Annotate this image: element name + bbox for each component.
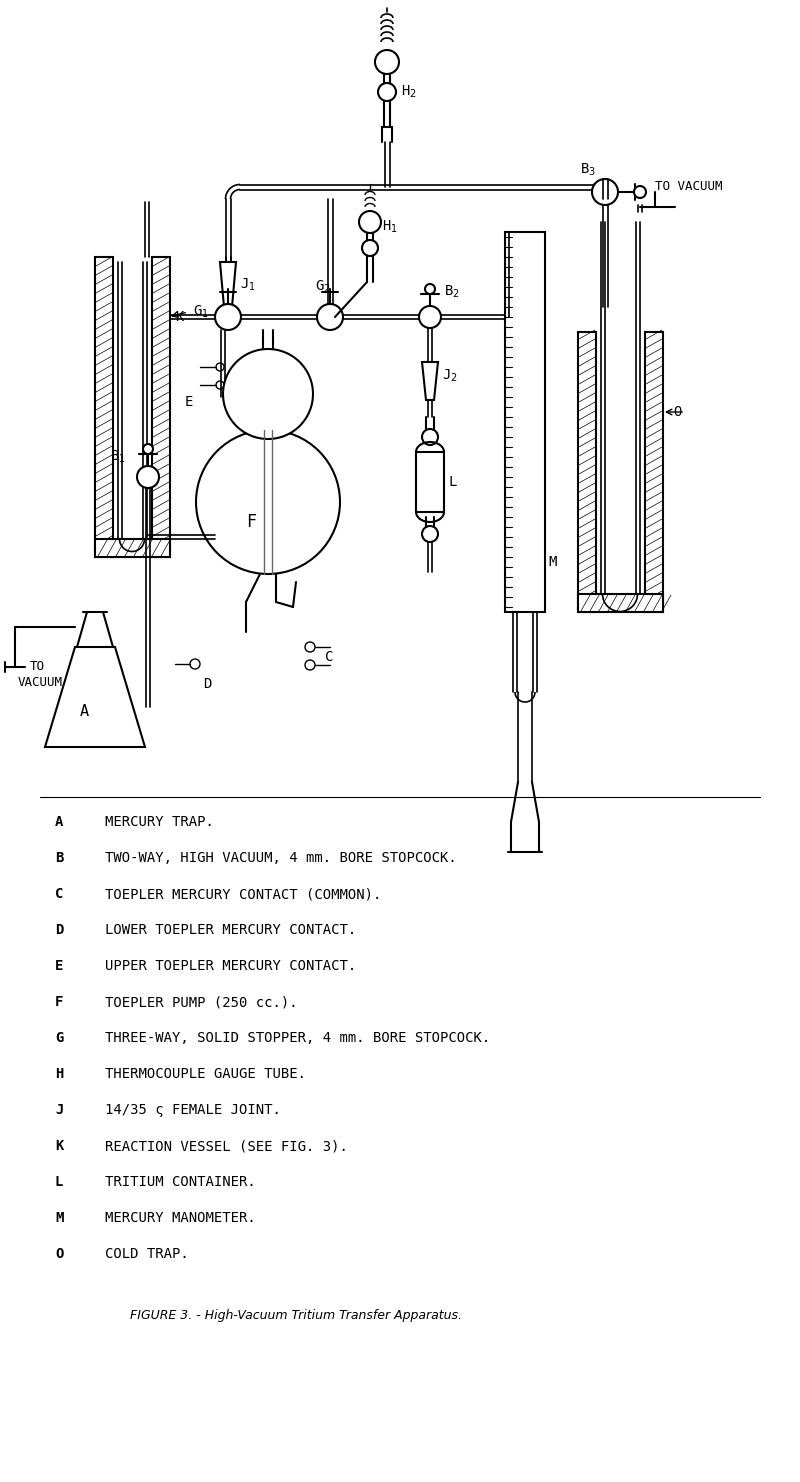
Polygon shape: [422, 362, 438, 400]
Text: L: L: [55, 1175, 63, 1189]
Circle shape: [425, 285, 435, 293]
Circle shape: [305, 642, 315, 652]
Text: L: L: [448, 476, 456, 489]
Bar: [578, 594, 663, 612]
Text: B: B: [55, 851, 63, 865]
Circle shape: [196, 430, 340, 574]
Circle shape: [137, 465, 159, 488]
Text: G$_2$: G$_2$: [315, 279, 330, 295]
Text: B$_1$: B$_1$: [110, 449, 126, 465]
Text: M: M: [548, 554, 556, 569]
Text: D: D: [55, 923, 63, 937]
Text: J$_2$: J$_2$: [442, 368, 458, 384]
Text: TOEPLER MERCURY CONTACT (COMMON).: TOEPLER MERCURY CONTACT (COMMON).: [105, 888, 382, 901]
Bar: [645, 332, 663, 612]
Text: G$_1$: G$_1$: [193, 304, 209, 320]
Text: H$_1$: H$_1$: [382, 219, 398, 236]
Bar: [416, 452, 444, 511]
Text: J$_1$: J$_1$: [240, 276, 256, 293]
Circle shape: [305, 659, 315, 670]
Text: K: K: [55, 1140, 63, 1153]
Circle shape: [592, 179, 618, 205]
Circle shape: [422, 428, 438, 445]
Text: H$_2$: H$_2$: [401, 84, 417, 101]
Bar: [152, 256, 170, 557]
Bar: [578, 332, 596, 612]
Circle shape: [216, 363, 224, 370]
Text: THERMOCOUPLE GAUGE TUBE.: THERMOCOUPLE GAUGE TUBE.: [105, 1067, 306, 1080]
Circle shape: [215, 304, 241, 330]
Text: THREE-WAY, SOLID STOPPER, 4 mm. BORE STOPCOCK.: THREE-WAY, SOLID STOPPER, 4 mm. BORE STO…: [105, 1031, 490, 1045]
Circle shape: [362, 240, 378, 256]
Text: REACTION VESSEL (SEE FIG. 3).: REACTION VESSEL (SEE FIG. 3).: [105, 1140, 348, 1153]
Bar: [95, 539, 170, 557]
Text: TO VACUUM: TO VACUUM: [655, 181, 722, 194]
Circle shape: [216, 381, 224, 388]
Text: G: G: [55, 1031, 63, 1045]
Text: 14/35 ς FEMALE JOINT.: 14/35 ς FEMALE JOINT.: [105, 1103, 281, 1117]
Circle shape: [422, 526, 438, 542]
Text: TRITIUM CONTAINER.: TRITIUM CONTAINER.: [105, 1175, 256, 1189]
Text: H: H: [55, 1067, 63, 1080]
Text: F: F: [55, 994, 63, 1009]
Circle shape: [378, 83, 396, 101]
Text: B$_3$: B$_3$: [580, 162, 596, 178]
Text: O: O: [55, 1246, 63, 1261]
Text: A: A: [55, 815, 63, 828]
Text: VACUUM: VACUUM: [18, 676, 63, 689]
Text: C: C: [325, 651, 334, 664]
Text: MERCURY MANOMETER.: MERCURY MANOMETER.: [105, 1211, 256, 1226]
Text: A: A: [80, 704, 89, 719]
Text: D: D: [203, 677, 211, 691]
Circle shape: [359, 210, 381, 233]
Polygon shape: [45, 648, 145, 747]
Circle shape: [223, 348, 313, 439]
Circle shape: [634, 187, 646, 199]
Text: TWO-WAY, HIGH VACUUM, 4 mm. BORE STOPCOCK.: TWO-WAY, HIGH VACUUM, 4 mm. BORE STOPCOC…: [105, 851, 457, 865]
Circle shape: [375, 50, 399, 74]
Text: J: J: [55, 1103, 63, 1117]
Text: COLD TRAP.: COLD TRAP.: [105, 1246, 189, 1261]
Text: MERCURY TRAP.: MERCURY TRAP.: [105, 815, 214, 828]
Text: M: M: [55, 1211, 63, 1226]
Text: K: K: [175, 310, 183, 325]
Text: O: O: [673, 405, 682, 419]
Circle shape: [317, 304, 343, 330]
Circle shape: [419, 305, 441, 328]
Text: E: E: [55, 959, 63, 974]
Text: E: E: [185, 396, 194, 409]
Text: C: C: [55, 888, 63, 901]
Polygon shape: [220, 262, 236, 307]
Bar: [505, 233, 545, 612]
Text: UPPER TOEPLER MERCURY CONTACT.: UPPER TOEPLER MERCURY CONTACT.: [105, 959, 356, 974]
Circle shape: [143, 445, 153, 453]
Text: TOEPLER PUMP (250 cc.).: TOEPLER PUMP (250 cc.).: [105, 994, 298, 1009]
Text: F: F: [246, 513, 256, 531]
Text: TO: TO: [30, 661, 45, 673]
Text: LOWER TOEPLER MERCURY CONTACT.: LOWER TOEPLER MERCURY CONTACT.: [105, 923, 356, 937]
Text: B$_2$: B$_2$: [444, 283, 460, 301]
Bar: [95, 256, 113, 557]
Circle shape: [190, 659, 200, 668]
Text: FIGURE 3. - High-Vacuum Tritium Transfer Apparatus.: FIGURE 3. - High-Vacuum Tritium Transfer…: [130, 1309, 462, 1322]
